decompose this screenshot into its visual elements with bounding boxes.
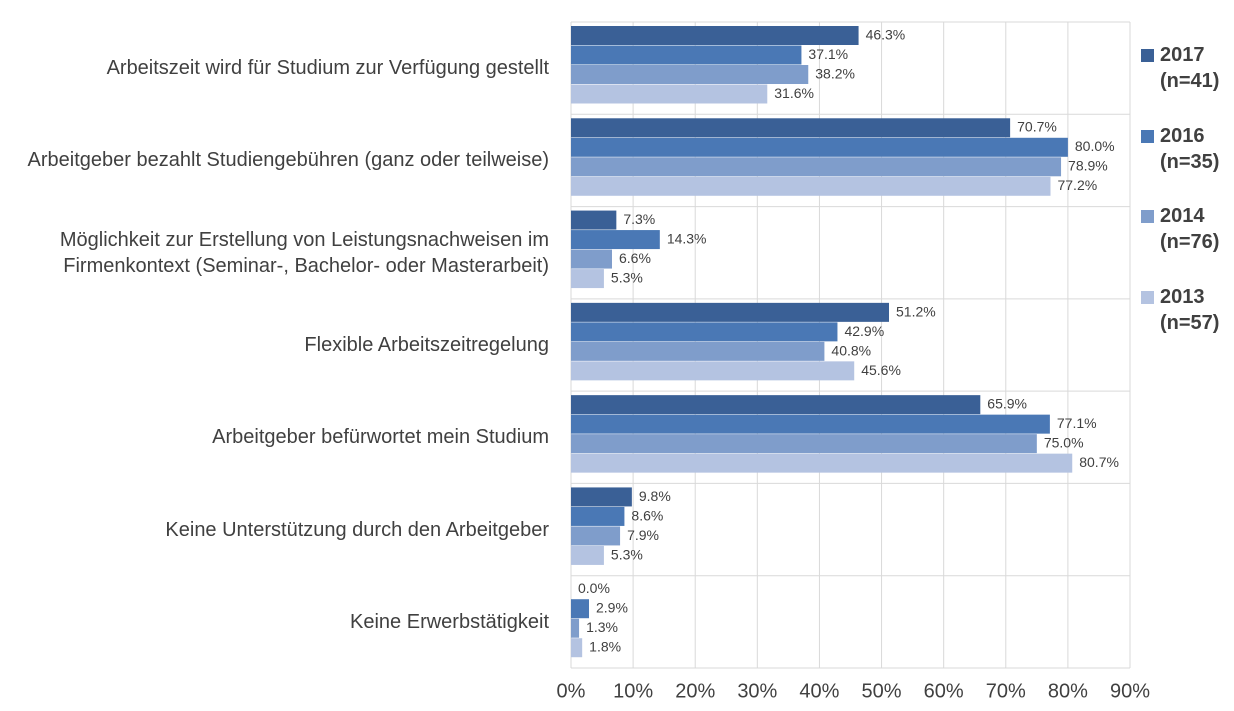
legend-swatch — [1141, 129, 1154, 143]
bar — [571, 434, 1037, 454]
x-tick-label: 80% — [1048, 680, 1088, 702]
value-label: 14.3% — [667, 231, 707, 247]
value-label: 5.3% — [611, 546, 643, 562]
category-label: Arbeitgeber bezahlt Studiengebühren (gan… — [27, 149, 549, 172]
value-label: 80.7% — [1079, 454, 1119, 470]
bar — [571, 618, 580, 638]
bar — [571, 599, 590, 619]
value-label: 77.2% — [1057, 177, 1097, 193]
bar — [571, 341, 825, 361]
bar — [571, 638, 583, 658]
bar — [571, 414, 1050, 434]
value-label: 45.6% — [861, 362, 901, 378]
bar — [571, 230, 660, 250]
bar — [571, 545, 604, 565]
value-label: 78.9% — [1068, 158, 1108, 174]
x-tick-label: 10% — [613, 680, 653, 702]
bar — [571, 210, 617, 230]
bar — [571, 453, 1073, 473]
value-label: 51.2% — [896, 303, 936, 319]
x-tick-label: 50% — [862, 680, 902, 702]
x-tick-label: 90% — [1110, 680, 1150, 702]
bar — [571, 487, 632, 507]
bar — [571, 84, 768, 104]
x-tick-label: 30% — [737, 680, 777, 702]
value-label: 9.8% — [639, 488, 671, 504]
x-tick-label: 0% — [557, 680, 586, 702]
x-tick-label: 70% — [986, 680, 1026, 702]
bar — [571, 395, 981, 415]
legend-label: 2017 (n=41) — [1160, 44, 1220, 92]
bar — [571, 176, 1051, 196]
value-label: 40.8% — [831, 342, 871, 358]
value-label: 38.2% — [815, 65, 855, 81]
bar — [571, 26, 859, 45]
x-tick-label: 60% — [924, 680, 964, 702]
bar — [571, 322, 838, 342]
value-label: 65.9% — [987, 396, 1027, 412]
value-label: 77.1% — [1057, 415, 1097, 431]
value-label: 6.6% — [619, 250, 651, 266]
category-label: Möglichkeit zur Erstellung von Leistungs… — [59, 228, 549, 277]
legend-swatch — [1141, 210, 1154, 223]
value-label: 46.3% — [866, 26, 906, 42]
bar — [571, 157, 1062, 177]
bar — [571, 526, 621, 546]
value-label: 8.6% — [631, 507, 663, 523]
value-label: 70.7% — [1017, 119, 1057, 135]
value-label: 37.1% — [808, 46, 848, 62]
value-label: 42.9% — [844, 323, 884, 339]
bar — [571, 506, 625, 526]
value-label: 80.0% — [1075, 138, 1115, 154]
legend-label: 2016 (n=35) — [1160, 124, 1220, 173]
value-label: 0.0% — [578, 580, 610, 596]
legend-swatch — [1141, 290, 1154, 304]
value-label: 31.6% — [774, 85, 814, 101]
legend-label: 2013 (n=57) — [1160, 285, 1220, 334]
x-tick-label: 20% — [675, 680, 715, 702]
category-label: Arbeitszeit wird für Studium zur Verfügu… — [106, 57, 549, 80]
legend-swatch — [1141, 49, 1154, 62]
category-label: Flexible Arbeitszeitregelung — [304, 334, 549, 356]
bar — [571, 302, 890, 322]
category-label: Keine Unterstützung durch den Arbeitgebe… — [165, 518, 549, 541]
x-tick-label: 40% — [799, 680, 839, 702]
bar — [571, 361, 855, 381]
value-label: 5.3% — [611, 270, 643, 286]
bar — [571, 45, 802, 65]
bar — [571, 65, 809, 84]
legend-label: 2014 (n=76) — [1160, 205, 1220, 253]
bar — [571, 118, 1011, 138]
value-label: 75.0% — [1044, 435, 1084, 451]
value-label: 7.3% — [623, 211, 655, 227]
category-label: Keine Erwerbstätigkeit — [350, 610, 549, 633]
value-label: 7.9% — [627, 527, 659, 543]
value-label: 1.8% — [589, 639, 621, 655]
bar — [571, 249, 612, 269]
bar — [571, 137, 1068, 157]
value-label: 2.9% — [596, 600, 628, 616]
value-label: 1.3% — [586, 619, 618, 635]
category-label: Arbeitgeber befürwortet mein Studium — [212, 426, 549, 449]
bar — [571, 269, 604, 289]
